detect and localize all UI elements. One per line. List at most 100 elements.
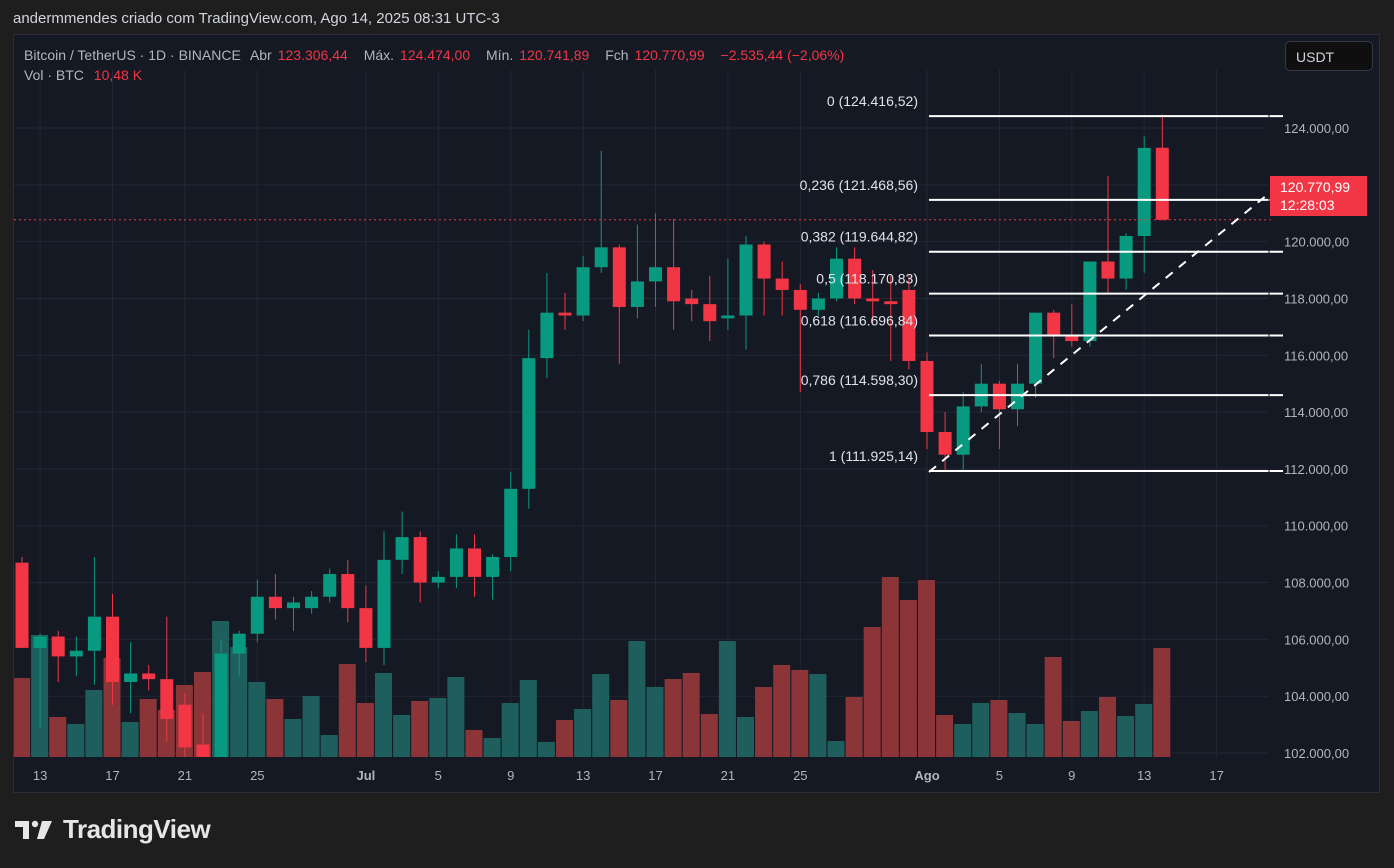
volume-bar <box>266 699 284 757</box>
candle[interactable] <box>486 554 500 600</box>
candle[interactable] <box>142 664 156 691</box>
fib-level-label: 0,618 (116.696,84) <box>801 312 918 328</box>
volume-label[interactable]: Vol · BTC <box>24 67 84 83</box>
candle[interactable] <box>305 591 319 614</box>
candle[interactable] <box>721 258 735 330</box>
y-axis-tick: 104.000,00 <box>1284 689 1349 704</box>
candle[interactable] <box>956 392 970 472</box>
candle[interactable] <box>449 534 463 589</box>
volume-bar <box>827 741 845 757</box>
candle[interactable] <box>793 284 807 393</box>
candle[interactable] <box>232 630 246 677</box>
x-axis-tick: 17 <box>1209 768 1223 783</box>
x-axis-tick: 5 <box>996 768 1003 783</box>
candle[interactable] <box>1119 233 1133 290</box>
candle[interactable] <box>594 150 608 273</box>
x-axis-tick: 13 <box>1137 768 1151 783</box>
candle[interactable] <box>630 224 644 319</box>
candle[interactable] <box>15 556 29 648</box>
candle[interactable] <box>685 289 699 322</box>
volume-bar <box>121 722 139 757</box>
fib-level-label: 0,786 (114.598,30) <box>801 372 918 388</box>
volume-bar <box>1135 704 1153 757</box>
candle[interactable] <box>196 713 210 838</box>
fib-level-label: 0,5 (118.170,83) <box>816 271 918 287</box>
candle[interactable] <box>377 531 391 665</box>
candle[interactable] <box>884 275 898 361</box>
currency-button[interactable]: USDT <box>1285 41 1373 71</box>
candle[interactable] <box>739 235 753 350</box>
candle[interactable] <box>612 244 626 364</box>
candle[interactable] <box>1065 304 1079 347</box>
x-axis-tick: 25 <box>793 768 807 783</box>
candle[interactable] <box>540 272 554 379</box>
x-axis-tick: 9 <box>1068 768 1075 783</box>
candle[interactable] <box>504 471 518 572</box>
candle[interactable] <box>974 363 988 413</box>
candle[interactable] <box>341 559 355 623</box>
tradingview-logo[interactable]: TradingView <box>15 814 211 845</box>
candle[interactable] <box>667 218 681 330</box>
trend-line[interactable] <box>928 185 1279 473</box>
candle[interactable] <box>1083 261 1097 347</box>
candle[interactable] <box>413 531 427 603</box>
volume-bar <box>429 698 447 757</box>
volume-bar <box>664 679 682 757</box>
candle[interactable] <box>703 275 717 342</box>
candle[interactable] <box>51 630 65 682</box>
volume-bar <box>682 673 700 757</box>
candle[interactable] <box>87 556 101 685</box>
candle[interactable] <box>558 292 572 330</box>
candle[interactable] <box>395 511 409 575</box>
candle[interactable] <box>920 352 934 450</box>
volume-bar <box>393 715 411 757</box>
volume-bar <box>1008 713 1026 757</box>
volume-bar <box>338 664 356 757</box>
candle[interactable] <box>902 275 916 370</box>
candle[interactable] <box>649 213 662 307</box>
volume-bar <box>610 700 628 757</box>
candle[interactable] <box>214 639 228 787</box>
candle[interactable] <box>1137 136 1151 273</box>
volume-bar <box>899 600 917 757</box>
candle[interactable] <box>69 636 83 677</box>
candle[interactable] <box>106 593 119 705</box>
candle[interactable] <box>848 247 862 305</box>
candle[interactable] <box>775 261 789 316</box>
candle[interactable] <box>178 693 192 770</box>
candle[interactable] <box>830 247 843 302</box>
volume-bar <box>519 680 537 757</box>
candle[interactable] <box>522 329 536 509</box>
volume-bar <box>1062 721 1080 757</box>
candle[interactable] <box>323 568 337 603</box>
candle[interactable] <box>1155 114 1169 221</box>
candle[interactable] <box>468 534 481 597</box>
candle[interactable] <box>938 412 952 472</box>
candle[interactable] <box>124 642 138 714</box>
candle[interactable] <box>268 574 282 620</box>
candle[interactable] <box>576 255 590 322</box>
candle[interactable] <box>1047 309 1061 359</box>
volume-bar <box>1153 648 1171 757</box>
symbol-title[interactable]: Bitcoin / TetherUS · 1D · BINANCE <box>24 47 241 63</box>
y-axis-tick: 110.000,00 <box>1284 519 1348 534</box>
volume-bar <box>863 627 881 757</box>
candle[interactable] <box>757 241 771 316</box>
candle[interactable] <box>160 616 174 742</box>
candle[interactable] <box>359 585 373 663</box>
x-axis-tick: 13 <box>33 768 47 783</box>
candle[interactable] <box>1101 176 1115 293</box>
candle[interactable] <box>287 596 300 631</box>
volume-bar <box>718 641 736 757</box>
volume-bar <box>230 647 248 757</box>
candle[interactable] <box>866 270 880 325</box>
candle[interactable] <box>811 292 825 316</box>
close-value: 120.770,99 <box>634 47 705 63</box>
volume-bar <box>501 703 519 757</box>
candle[interactable] <box>431 571 445 589</box>
candle[interactable] <box>250 579 264 643</box>
candle[interactable] <box>33 633 47 728</box>
volume-bar <box>465 730 483 757</box>
y-axis-tick: 124.000,00 <box>1284 121 1349 136</box>
